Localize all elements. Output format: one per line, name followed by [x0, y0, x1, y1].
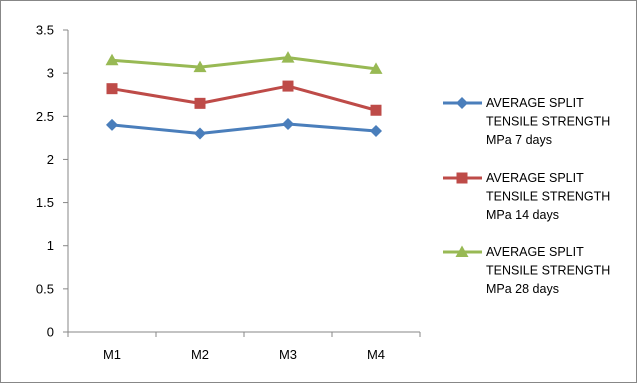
y-tick-label: 2.5 [36, 109, 54, 124]
legend-label-line: AVERAGE SPLIT [486, 171, 584, 185]
legend-label-line: TENSILE STRENGTH [486, 190, 610, 204]
legend-label-line: AVERAGE SPLIT [486, 245, 584, 259]
x-axis-ticks: M1 M2 M3 M4 [67, 332, 421, 362]
data-point-marker [369, 62, 383, 74]
series-line [111, 56, 377, 71]
y-tick-label: 3.5 [36, 23, 54, 38]
legend-label-line: MPa 28 days [486, 282, 559, 296]
x-tick-label: M3 [279, 347, 297, 362]
x-tick-label: M4 [367, 347, 385, 362]
x-tick-label: M1 [103, 347, 121, 362]
data-point-marker [105, 53, 119, 66]
y-tick-label: 1.5 [36, 195, 54, 210]
legend-marker [455, 245, 469, 257]
data-point-marker [193, 60, 207, 73]
data-point-marker [281, 51, 295, 63]
x-tick-label: M2 [191, 347, 209, 362]
legend-label-line: TENSILE STRENGTH [486, 115, 610, 129]
legend-label-line: TENSILE STRENGTH [486, 264, 610, 278]
data-point-marker [370, 124, 382, 137]
legend-entry: AVERAGE SPLIT TENSILE STRENGTH MPa 14 days [443, 171, 610, 222]
series-line [111, 122, 377, 136]
data-point-marker [282, 80, 294, 92]
legend-label-line: AVERAGE SPLIT [486, 96, 584, 110]
series-layer [105, 51, 383, 140]
data-point-marker [106, 118, 118, 131]
series-2 [106, 80, 382, 116]
axes [67, 30, 420, 333]
data-point-marker [106, 83, 118, 95]
legend-marker [456, 172, 468, 184]
y-tick-label: 3 [47, 66, 54, 81]
series-3 [105, 51, 383, 74]
y-tick-label: 1 [47, 238, 54, 253]
legend-label-line: MPa 14 days [486, 208, 559, 222]
y-axis-ticks: 0 0.5 1 1.5 2 2.5 3 3.5 [36, 23, 68, 340]
data-point-marker [370, 104, 382, 116]
data-point-marker [194, 127, 206, 140]
legend-entry: AVERAGE SPLIT TENSILE STRENGTH MPa 28 days [443, 245, 610, 296]
data-point-marker [194, 97, 206, 109]
y-tick-label: 0 [47, 325, 54, 340]
series-1 [106, 118, 382, 140]
series-line [111, 84, 377, 112]
data-point-marker [282, 118, 294, 131]
legend-entry: AVERAGE SPLIT TENSILE STRENGTH MPa 7 days [443, 96, 610, 147]
legend-marker [456, 97, 468, 109]
y-tick-label: 0.5 [36, 281, 54, 296]
y-tick-label: 2 [47, 152, 54, 167]
legend-label-line: MPa 7 days [486, 133, 552, 147]
